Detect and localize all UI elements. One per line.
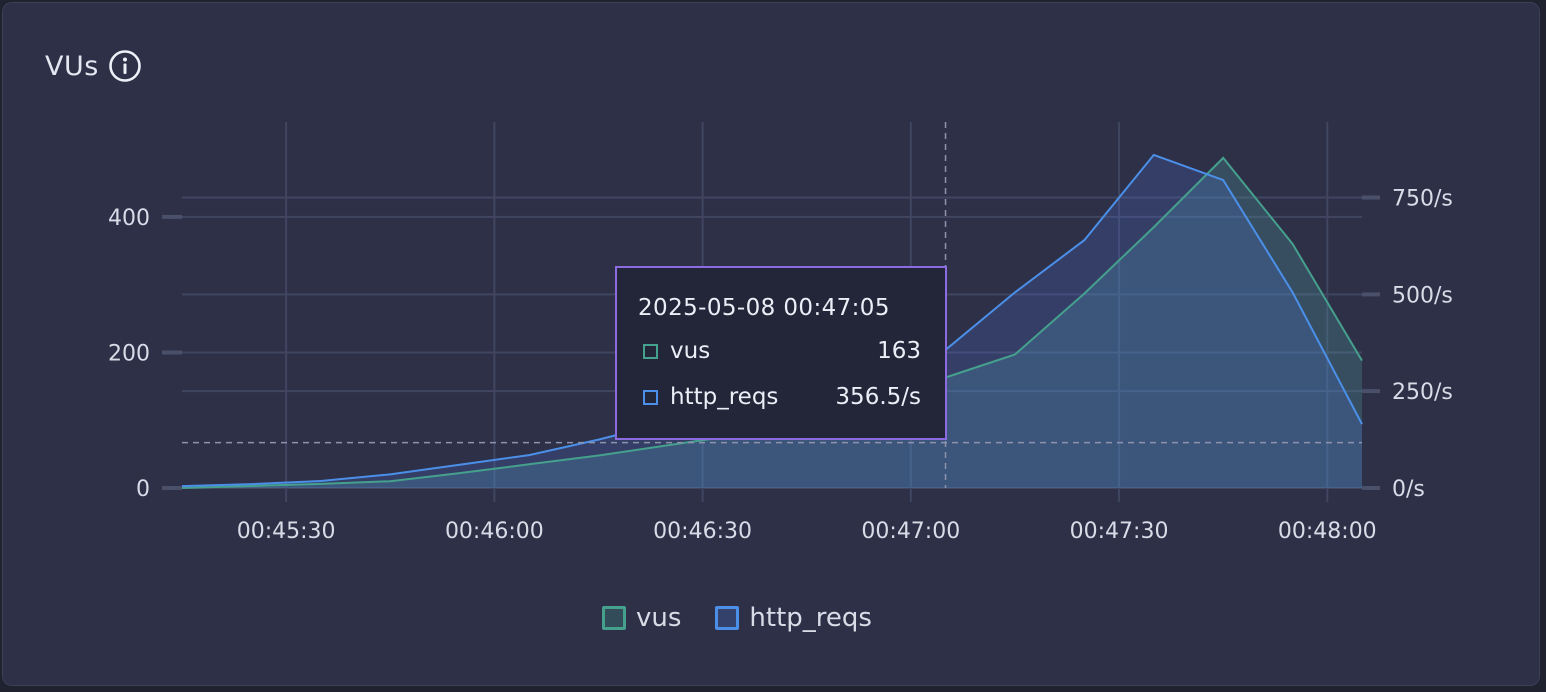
http_reqs-area bbox=[182, 154, 1362, 488]
x-tick-label: 00:46:30 bbox=[653, 519, 752, 544]
tooltip-row-vus: vus 163 bbox=[643, 338, 921, 364]
y-left-tick-label: 400 bbox=[108, 206, 150, 231]
legend-item-vus[interactable]: vus bbox=[602, 603, 681, 633]
chart-tooltip: 2025-05-08 00:47:05 vus 163 http_reqs 35… bbox=[615, 266, 947, 440]
vus-swatch-icon bbox=[643, 343, 658, 359]
legend-label: vus bbox=[636, 603, 682, 633]
vus-area bbox=[182, 157, 1362, 488]
vus-legend-swatch-icon bbox=[602, 606, 626, 630]
legend-item-http-reqs[interactable]: http_reqs bbox=[715, 603, 872, 633]
tooltip-series-value: 356.5/s bbox=[835, 384, 921, 410]
x-tick-label: 00:47:00 bbox=[861, 519, 960, 544]
tooltip-timestamp: 2025-05-08 00:47:05 bbox=[638, 295, 890, 321]
info-icon[interactable] bbox=[108, 49, 142, 83]
http-reqs-swatch-icon bbox=[643, 389, 658, 405]
y-right-tick-label: 750/s bbox=[1392, 187, 1453, 212]
panel-header: VUs bbox=[45, 49, 142, 83]
x-tick-label: 00:45:30 bbox=[237, 519, 336, 544]
y-right-tick-label: 0/s bbox=[1392, 477, 1425, 502]
legend-label: http_reqs bbox=[749, 603, 872, 633]
tooltip-series-name: vus bbox=[670, 338, 711, 364]
tooltip-row-http-reqs: http_reqs 356.5/s bbox=[643, 384, 921, 410]
x-tick-label: 00:48:00 bbox=[1278, 519, 1377, 544]
x-tick-label: 00:46:00 bbox=[445, 519, 544, 544]
tooltip-series-name: http_reqs bbox=[670, 384, 779, 410]
tooltip-series-value: 163 bbox=[877, 338, 921, 364]
y-right-tick-label: 500/s bbox=[1392, 283, 1453, 308]
chart-legend: vus http_reqs bbox=[602, 603, 906, 633]
x-tick-label: 00:47:30 bbox=[1070, 519, 1169, 544]
y-right-tick-label: 250/s bbox=[1392, 380, 1453, 405]
http-reqs-legend-swatch-icon bbox=[715, 606, 740, 630]
panel-title: VUs bbox=[45, 50, 99, 82]
y-left-tick-label: 0 bbox=[136, 477, 150, 502]
y-left-tick-label: 200 bbox=[108, 341, 150, 366]
